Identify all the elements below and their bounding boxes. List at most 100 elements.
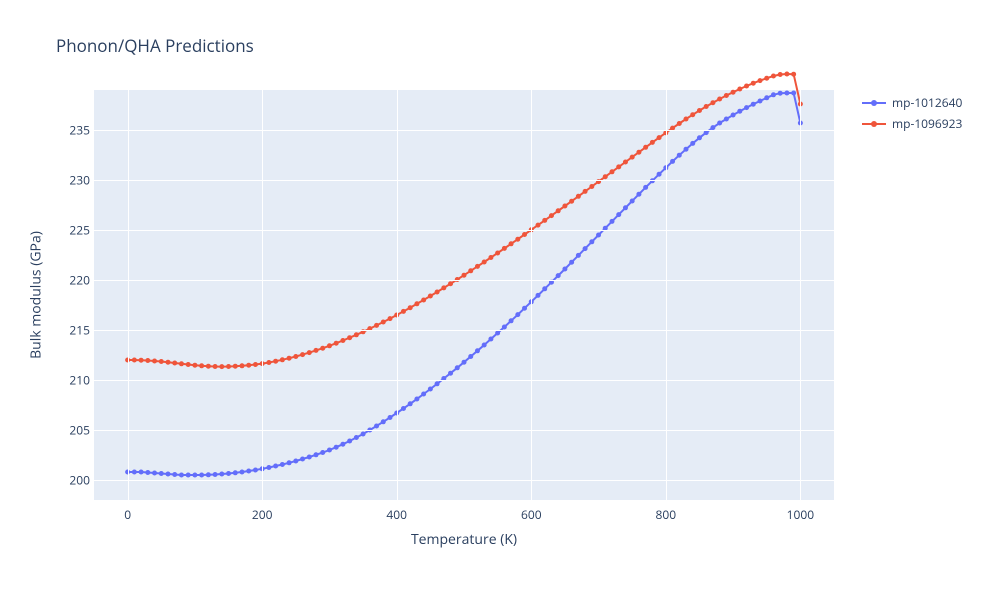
- series-marker[interactable]: [603, 174, 608, 179]
- series-marker[interactable]: [186, 362, 191, 367]
- series-marker[interactable]: [327, 343, 332, 348]
- series-marker[interactable]: [280, 462, 285, 467]
- series-marker[interactable]: [293, 354, 298, 359]
- series-marker[interactable]: [340, 442, 345, 447]
- series-marker[interactable]: [462, 273, 467, 278]
- series-marker[interactable]: [650, 140, 655, 145]
- series-marker[interactable]: [677, 121, 682, 126]
- series-marker[interactable]: [764, 76, 769, 81]
- series-marker[interactable]: [583, 189, 588, 194]
- series-marker[interactable]: [596, 233, 601, 238]
- series-marker[interactable]: [314, 348, 319, 353]
- series-marker[interactable]: [139, 358, 144, 363]
- series-marker[interactable]: [562, 204, 567, 209]
- series-marker[interactable]: [731, 90, 736, 95]
- series-marker[interactable]: [697, 108, 702, 113]
- series-marker[interactable]: [710, 100, 715, 105]
- series-marker[interactable]: [361, 432, 366, 437]
- series-marker[interactable]: [206, 472, 211, 477]
- series-marker[interactable]: [589, 184, 594, 189]
- series-marker[interactable]: [240, 363, 245, 368]
- series-marker[interactable]: [569, 199, 574, 204]
- series-marker[interactable]: [495, 331, 500, 336]
- series-marker[interactable]: [636, 192, 641, 197]
- series-marker[interactable]: [266, 360, 271, 365]
- series-marker[interactable]: [300, 457, 305, 462]
- series-marker[interactable]: [515, 312, 520, 317]
- series-marker[interactable]: [495, 251, 500, 256]
- series-marker[interactable]: [717, 97, 722, 102]
- series-marker[interactable]: [731, 113, 736, 118]
- series-marker[interactable]: [509, 318, 514, 323]
- series-marker[interactable]: [179, 473, 184, 478]
- series-marker[interactable]: [159, 471, 164, 476]
- series-marker[interactable]: [569, 260, 574, 265]
- series-marker[interactable]: [542, 286, 547, 291]
- series-marker[interactable]: [320, 450, 325, 455]
- series-marker[interactable]: [428, 294, 433, 299]
- series-marker[interactable]: [522, 232, 527, 237]
- series-marker[interactable]: [314, 452, 319, 457]
- series-marker[interactable]: [482, 260, 487, 265]
- series-marker[interactable]: [488, 337, 493, 342]
- series-marker[interactable]: [347, 439, 352, 444]
- series-marker[interactable]: [192, 363, 197, 368]
- series-marker[interactable]: [388, 316, 393, 321]
- series-marker[interactable]: [771, 74, 776, 79]
- series-marker[interactable]: [320, 346, 325, 351]
- series-marker[interactable]: [536, 293, 541, 298]
- legend-item[interactable]: mp-1096923: [862, 115, 962, 132]
- series-marker[interactable]: [704, 104, 709, 109]
- series-marker[interactable]: [448, 371, 453, 376]
- series-marker[interactable]: [542, 218, 547, 223]
- series-marker[interactable]: [475, 348, 480, 353]
- series-marker[interactable]: [421, 298, 426, 303]
- series-marker[interactable]: [610, 219, 615, 224]
- series-marker[interactable]: [536, 223, 541, 228]
- series-marker[interactable]: [751, 81, 756, 86]
- series-marker[interactable]: [610, 169, 615, 174]
- series-marker[interactable]: [172, 361, 177, 366]
- series-marker[interactable]: [657, 135, 662, 140]
- series-marker[interactable]: [515, 237, 520, 242]
- series-marker[interactable]: [347, 335, 352, 340]
- series-marker[interactable]: [576, 194, 581, 199]
- series-marker[interactable]: [435, 290, 440, 295]
- series-marker[interactable]: [213, 472, 218, 477]
- series-marker[interactable]: [199, 363, 204, 368]
- series-marker[interactable]: [354, 435, 359, 440]
- series-marker[interactable]: [468, 268, 473, 273]
- series-marker[interactable]: [233, 470, 238, 475]
- series-marker[interactable]: [522, 306, 527, 311]
- series-marker[interactable]: [441, 285, 446, 290]
- series-marker[interactable]: [246, 363, 251, 368]
- series-marker[interactable]: [623, 205, 628, 210]
- series-marker[interactable]: [549, 213, 554, 218]
- series-marker[interactable]: [354, 332, 359, 337]
- series-marker[interactable]: [488, 255, 493, 260]
- series-marker[interactable]: [219, 364, 224, 369]
- series-marker[interactable]: [684, 117, 689, 122]
- series-marker[interactable]: [778, 72, 783, 77]
- series-marker[interactable]: [152, 471, 157, 476]
- series-marker[interactable]: [690, 112, 695, 117]
- series-marker[interactable]: [145, 358, 150, 363]
- series-marker[interactable]: [556, 273, 561, 278]
- series-marker[interactable]: [643, 145, 648, 150]
- series-marker[interactable]: [455, 365, 460, 370]
- series-marker[interactable]: [509, 241, 514, 246]
- series-marker[interactable]: [737, 87, 742, 92]
- series-marker[interactable]: [219, 472, 224, 477]
- series-marker[interactable]: [253, 362, 258, 367]
- series-marker[interactable]: [616, 212, 621, 217]
- series-marker[interactable]: [764, 95, 769, 100]
- series-marker[interactable]: [226, 364, 231, 369]
- series-marker[interactable]: [246, 469, 251, 474]
- series-marker[interactable]: [132, 358, 137, 363]
- series-marker[interactable]: [159, 359, 164, 364]
- series-marker[interactable]: [475, 264, 480, 269]
- series-marker[interactable]: [139, 470, 144, 475]
- series-marker[interactable]: [677, 153, 682, 158]
- series-marker[interactable]: [179, 361, 184, 366]
- series-marker[interactable]: [758, 99, 763, 104]
